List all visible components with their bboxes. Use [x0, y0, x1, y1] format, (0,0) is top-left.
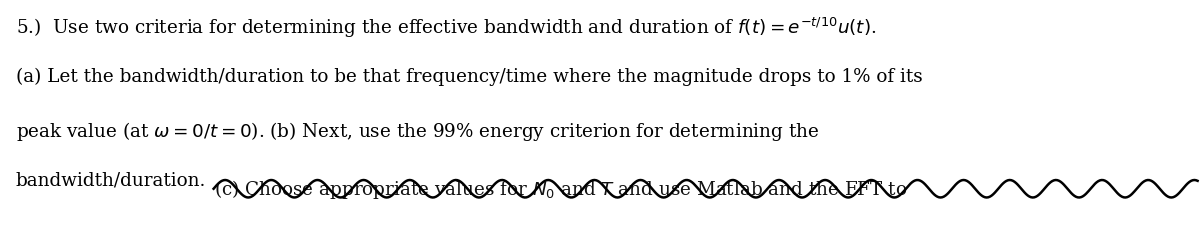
Text: (a) Let the bandwidth/duration to be that frequency/time where the magnitude dro: (a) Let the bandwidth/duration to be tha…: [16, 68, 923, 86]
Text: plot the magnitude and phase spectrum of $f(t) = e^{-t/10}u(t)$. Base your choic: plot the magnitude and phase spectrum of…: [16, 227, 842, 229]
Text: 5.)  Use two criteria for determining the effective bandwidth and duration of $f: 5.) Use two criteria for determining the…: [16, 16, 876, 40]
Text: bandwidth/duration.: bandwidth/duration.: [16, 171, 206, 188]
Text: peak value (at $\omega = 0/t = 0$). (b) Next, use the 99% energy criterion for d: peak value (at $\omega = 0/t = 0$). (b) …: [16, 119, 818, 142]
Text: (c) Choose appropriate values for $N_0$ and $T$ and use Matlab and the FFT to: (c) Choose appropriate values for $N_0$ …: [214, 177, 907, 200]
